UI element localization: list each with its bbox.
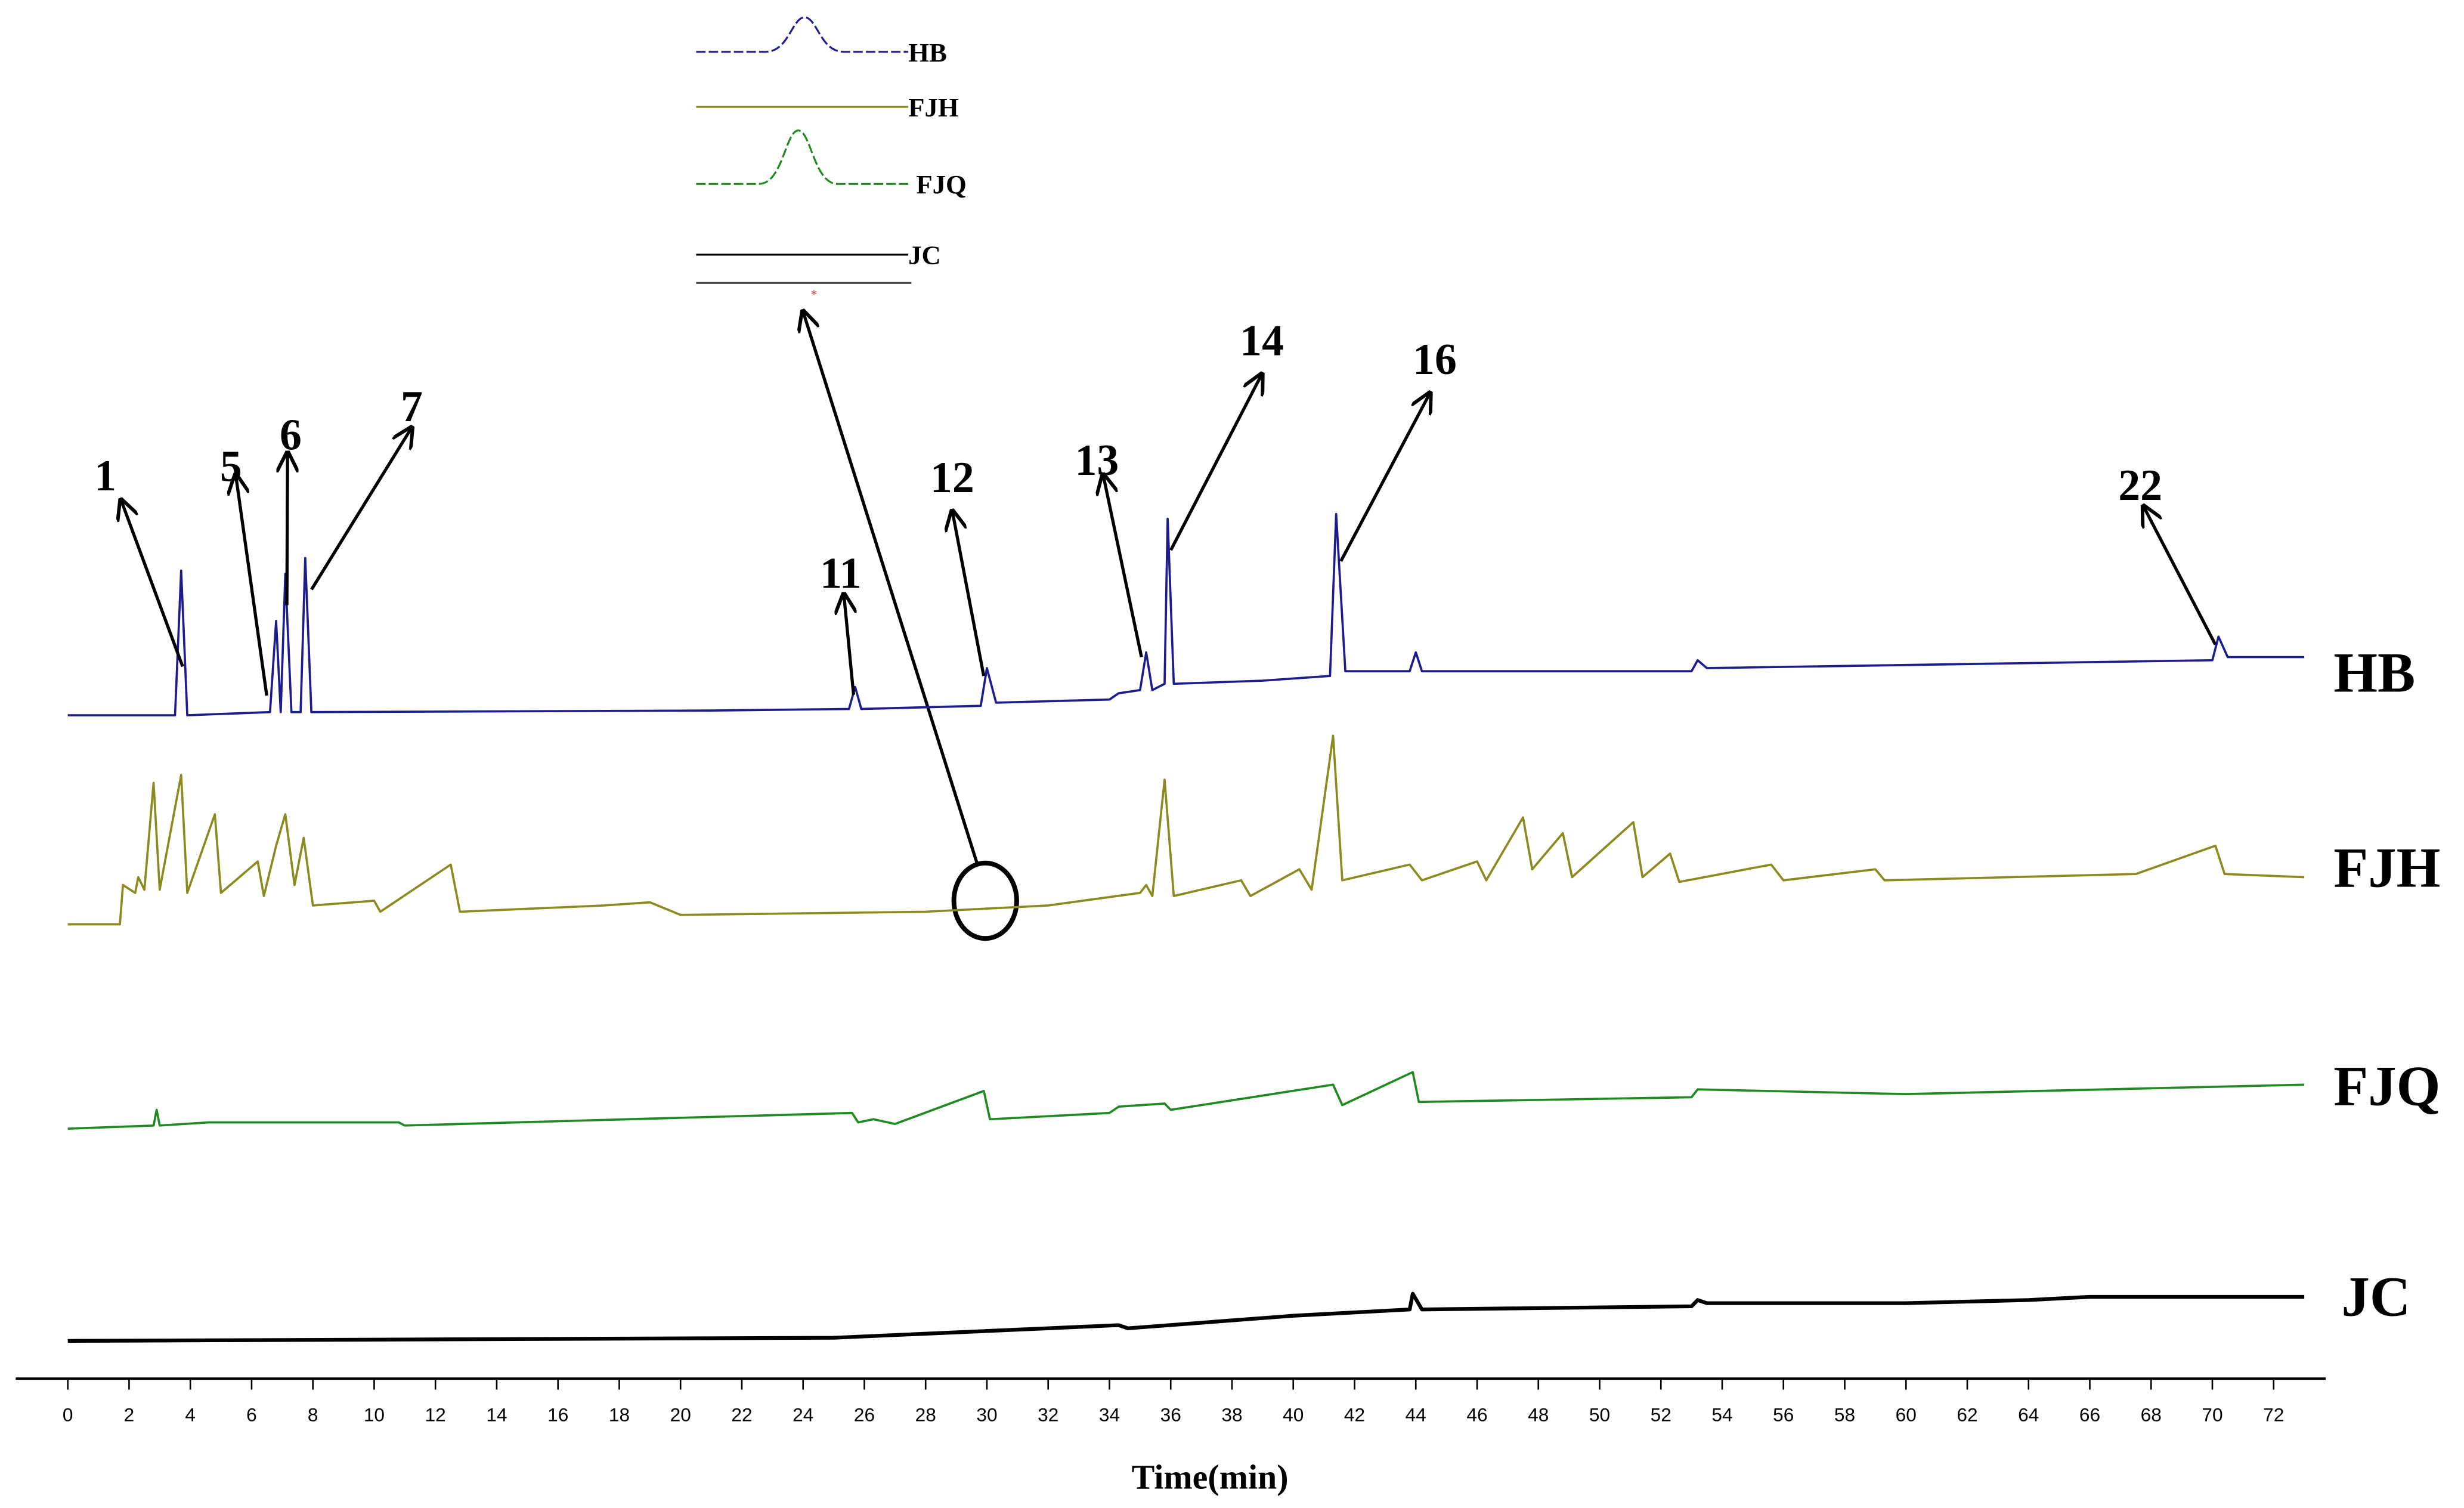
trace — [67, 1291, 2305, 1343]
inset-zoom: * — [696, 282, 1019, 941]
x-tick-label: 64 — [2018, 1404, 2039, 1425]
x-tick-label: 32 — [1038, 1404, 1058, 1425]
peak-label: 14 — [1240, 316, 1284, 365]
x-tick-label: 58 — [1834, 1404, 1855, 1425]
peak-label: 11 — [820, 549, 862, 598]
peak-label: 12 — [930, 453, 974, 502]
legend-line — [696, 129, 909, 185]
peak-arrow — [236, 475, 268, 696]
x-tick-label: 62 — [1957, 1404, 1977, 1425]
x-tick-label: 44 — [1406, 1404, 1426, 1425]
peak-label: 16 — [1413, 335, 1457, 384]
trace — [67, 734, 2305, 926]
peak-label: 7 — [401, 382, 423, 431]
x-tick-label: 48 — [1528, 1404, 1549, 1425]
peak-arrow — [844, 594, 853, 696]
peak-label: 5 — [220, 441, 242, 490]
x-tick-label: 8 — [308, 1404, 318, 1425]
x-tick-label: 14 — [486, 1404, 507, 1425]
trace-label: JC — [2341, 1265, 2410, 1328]
peak-label: 6 — [280, 410, 302, 459]
x-tick-label: 26 — [854, 1404, 875, 1425]
x-tick-label: 52 — [1651, 1404, 1671, 1425]
x-tick-label: 18 — [609, 1404, 630, 1425]
x-tick-label: 4 — [185, 1404, 196, 1425]
x-tick-label: 34 — [1099, 1404, 1120, 1425]
legend-line — [696, 16, 909, 53]
trace-label: HB — [2333, 641, 2415, 704]
peak-arrow — [1169, 374, 1262, 551]
x-tick-label: 46 — [1466, 1404, 1487, 1425]
x-tick-label: 40 — [1283, 1404, 1304, 1425]
x-tick-label: 42 — [1344, 1404, 1365, 1425]
peak-arrow — [1103, 475, 1143, 658]
x-tick-label: 56 — [1773, 1404, 1794, 1425]
x-tick-label: 12 — [425, 1404, 446, 1425]
legend-label: JC — [908, 240, 941, 270]
x-tick-label: 2 — [124, 1404, 135, 1425]
x-tick-label: 36 — [1160, 1404, 1181, 1425]
zoom-circle — [951, 860, 1019, 941]
peak-label: 13 — [1075, 435, 1119, 484]
x-tick-label: 50 — [1589, 1404, 1610, 1425]
x-tick-label: 66 — [2079, 1404, 2100, 1425]
x-tick-label: 30 — [976, 1404, 997, 1425]
x-tick-label: 28 — [915, 1404, 936, 1425]
x-tick-label: 54 — [1711, 1404, 1732, 1425]
peak-arrow — [121, 500, 184, 668]
x-tick-label: 6 — [246, 1404, 257, 1425]
peak-label: 22 — [2118, 461, 2162, 509]
x-tick-label: 70 — [2202, 1404, 2222, 1425]
x-tick-label: 60 — [1896, 1404, 1917, 1425]
trace-label: FJQ — [2333, 1055, 2440, 1118]
x-tick-label: 20 — [670, 1404, 691, 1425]
x-tick-label: 24 — [793, 1404, 813, 1425]
x-tick-label: 72 — [2263, 1404, 2284, 1425]
x-axis-label: Time(min) — [1132, 1458, 1289, 1497]
peak-arrow — [2143, 506, 2217, 645]
inset-marker: * — [811, 288, 818, 302]
trace — [67, 512, 2305, 716]
x-tick-label: 22 — [731, 1404, 752, 1425]
x-tick-label: 16 — [547, 1404, 568, 1425]
x-tick-label: 68 — [2141, 1404, 2162, 1425]
peak-arrow — [952, 511, 986, 676]
trace-label: FJH — [2333, 836, 2440, 899]
x-tick-label: 0 — [63, 1404, 73, 1425]
trace — [67, 1071, 2305, 1130]
legend-label: HB — [908, 38, 947, 67]
legend-label: FJQ — [916, 169, 967, 199]
x-tick-label: 38 — [1221, 1404, 1242, 1425]
peak-arrow — [1339, 393, 1430, 563]
zoom-arrow — [803, 311, 979, 866]
peak-label: 1 — [94, 451, 116, 500]
legend-label: FJH — [908, 92, 959, 122]
peak-arrow — [310, 428, 411, 591]
x-tick-label: 10 — [364, 1404, 385, 1425]
